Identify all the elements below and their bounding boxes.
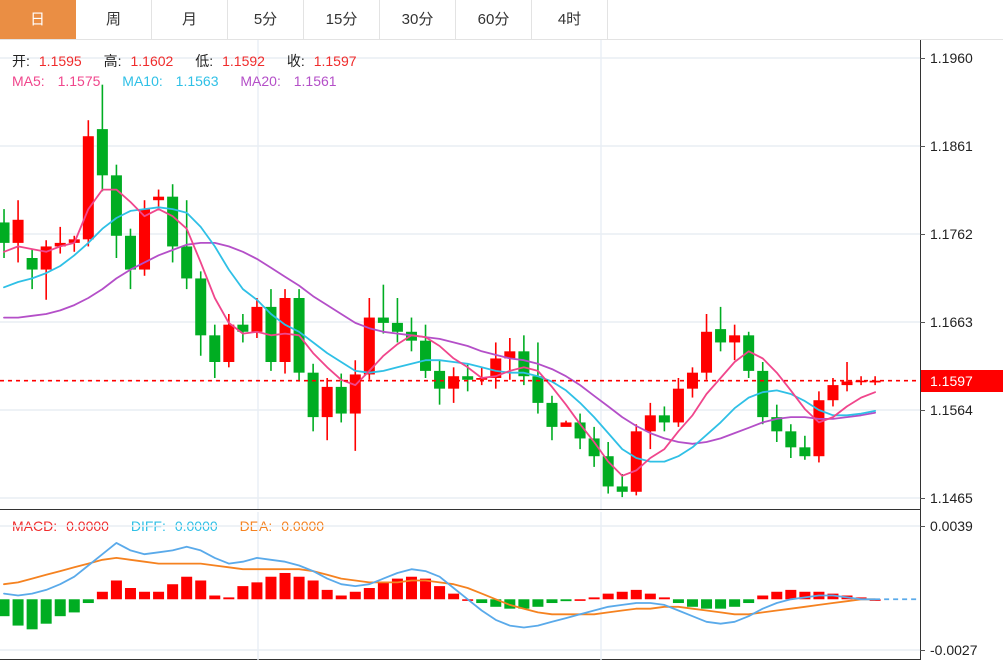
macd-chart-panel[interactable] <box>0 512 920 660</box>
panel-separator-bottom <box>0 659 920 660</box>
price-tick-label-3: 1.1663 <box>930 314 973 330</box>
tab-bar-divider <box>0 39 1003 40</box>
tab-2[interactable]: 月 <box>152 0 228 39</box>
tab-6[interactable]: 60分 <box>456 0 532 39</box>
macd-tick-label-1: -0.0027 <box>930 642 978 658</box>
price-chart-panel[interactable] <box>0 40 920 510</box>
price-tick-2 <box>920 234 925 235</box>
macd-tick-0 <box>920 526 925 527</box>
price-tick-3 <box>920 322 925 323</box>
price-axis: 1.1960 1.1861 1.1762 1.1663 1.1564 1.1465 1.15… <box>920 40 1003 510</box>
price-tick-1 <box>920 146 925 147</box>
price-tick-5 <box>920 498 925 499</box>
tab-7[interactable]: 4时 <box>532 0 608 39</box>
price-tick-label-5: 1.1465 <box>930 490 973 506</box>
price-tick-0 <box>920 58 925 59</box>
macd-svg <box>0 512 920 660</box>
price-tick-label-2: 1.1762 <box>930 226 973 242</box>
tab-bar-filler <box>608 0 1003 39</box>
tab-1[interactable]: 周 <box>76 0 152 39</box>
macd-tick-1 <box>920 650 925 651</box>
price-tick-label-1: 1.1861 <box>930 138 973 154</box>
tab-3[interactable]: 5分 <box>228 0 304 39</box>
axis-separator <box>920 40 921 660</box>
price-tick-label-0: 1.1960 <box>930 50 973 66</box>
tab-4[interactable]: 15分 <box>304 0 380 39</box>
candlestick-svg <box>0 40 920 510</box>
timeframe-tab-bar[interactable]: 日周月 5分 15分 30分 60分 4时 <box>0 0 1003 39</box>
macd-axis: 0.0039 -0.0027 <box>920 512 1003 660</box>
tab-5[interactable]: 30分 <box>380 0 456 39</box>
macd-tick-label-0: 0.0039 <box>930 518 973 534</box>
panel-separator-top <box>0 509 920 510</box>
price-tick-label-4: 1.1564 <box>930 402 973 418</box>
tab-0[interactable]: 日 <box>0 0 76 39</box>
current-price-badge: 1.1597 <box>921 369 1003 392</box>
price-tick-4 <box>920 410 925 411</box>
